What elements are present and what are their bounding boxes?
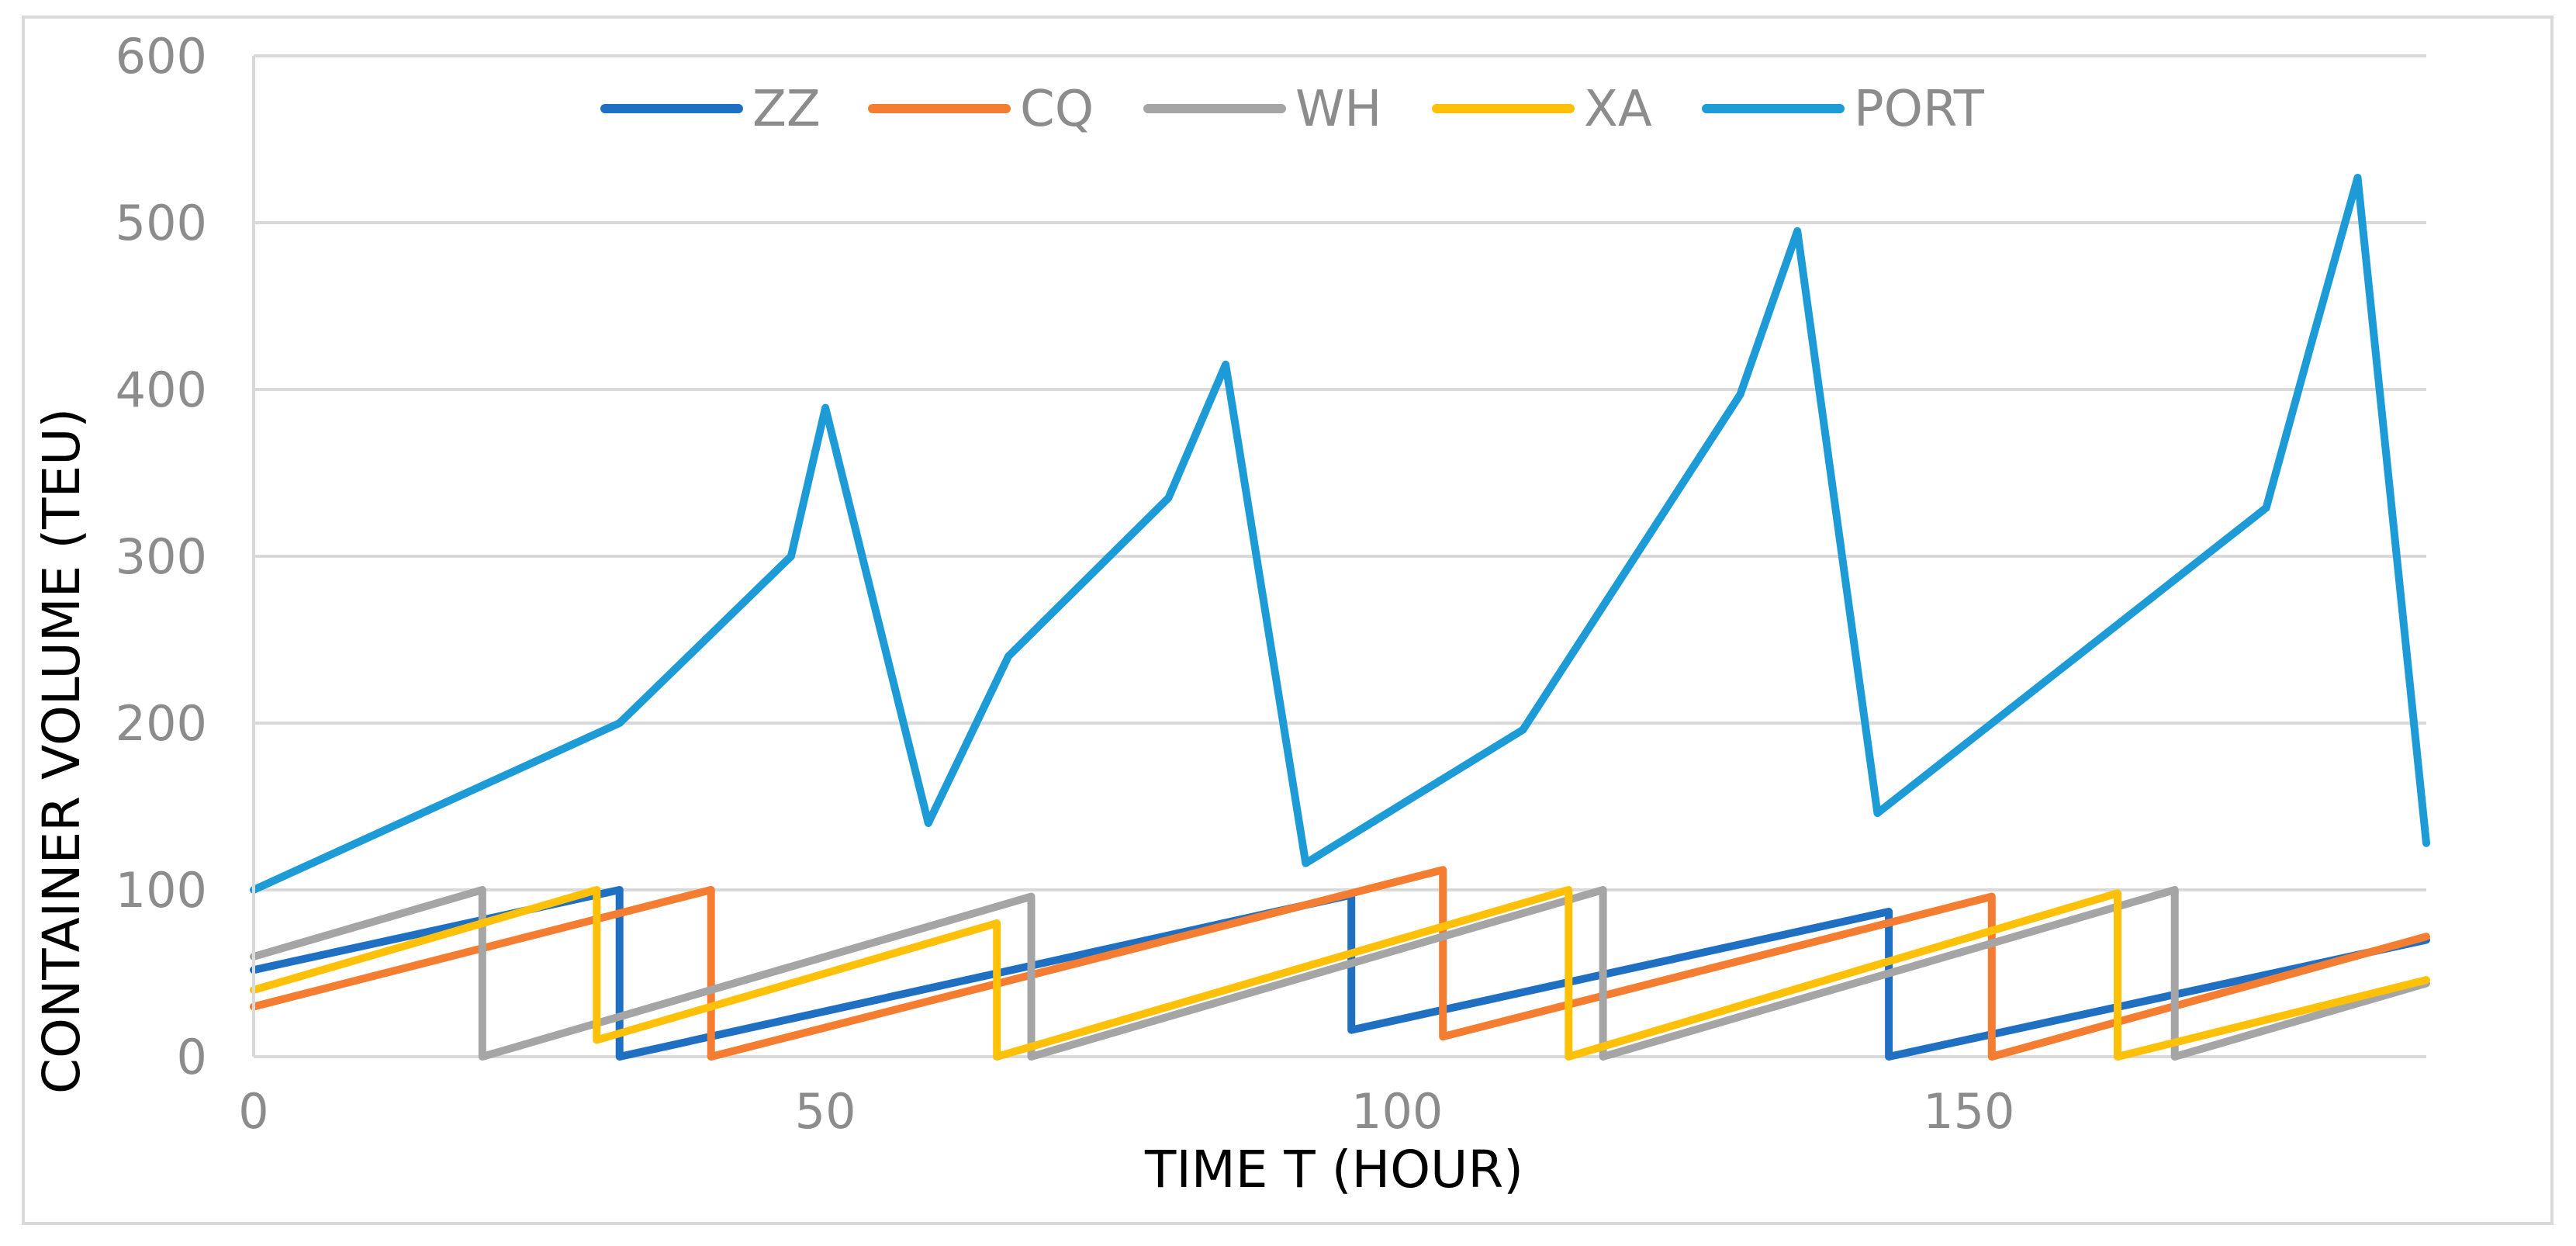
y-axis-title: CONTAINER VOLUME (TEU) xyxy=(32,408,92,1094)
y-tick-label: 500 xyxy=(116,195,207,251)
chart-border xyxy=(22,16,2554,1225)
axes: 0 100 200 300 400 500 600 0 50 100 150 xyxy=(116,28,2015,1140)
y-tick-label: 400 xyxy=(116,362,207,418)
y-tick-label: 100 xyxy=(116,862,207,919)
y-tick-label: 0 xyxy=(177,1029,207,1085)
series-line-cq xyxy=(250,866,2430,1061)
series-line-wh xyxy=(250,886,2430,1061)
series-line-port xyxy=(250,174,2430,894)
x-tick-label: 150 xyxy=(1923,1083,2014,1140)
series-lines xyxy=(250,174,2430,1061)
legend: ZZ CQ WH XA PORT xyxy=(600,81,1985,138)
y-tick-label: 300 xyxy=(116,528,207,585)
y-tick-label: 600 xyxy=(116,28,207,85)
legend-label-port: PORT xyxy=(1854,81,1985,138)
legend-label-zz: ZZ xyxy=(752,81,821,138)
series-line-xa xyxy=(250,886,2430,1061)
x-tick-label: 100 xyxy=(1351,1083,1443,1140)
legend-label-wh: WH xyxy=(1295,81,1381,138)
x-axis-title: TIME T (HOUR) xyxy=(1144,1140,1523,1199)
y-tick-label: 200 xyxy=(116,695,207,752)
legend-label-xa: XA xyxy=(1584,81,1652,138)
legend-label-cq: CQ xyxy=(1020,81,1094,138)
x-tick-label: 50 xyxy=(795,1083,856,1140)
x-tick-label: 0 xyxy=(238,1083,268,1140)
